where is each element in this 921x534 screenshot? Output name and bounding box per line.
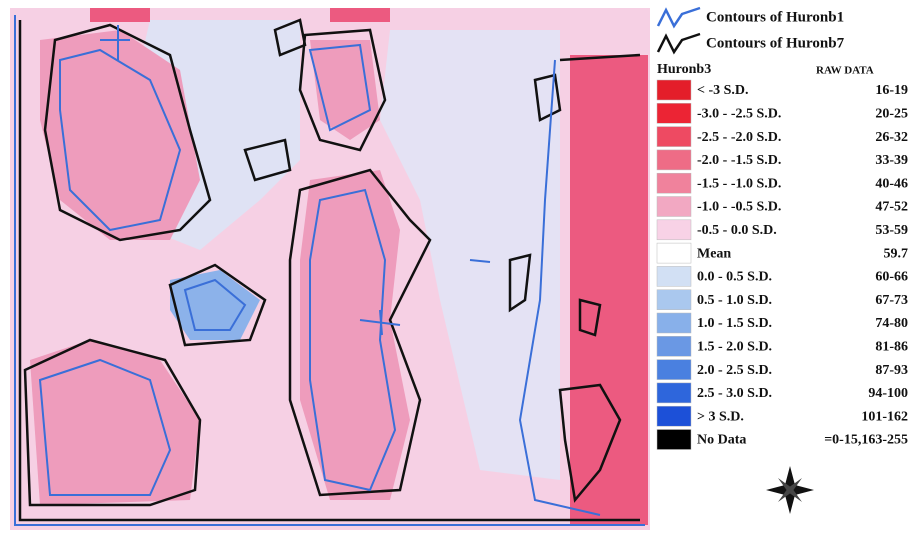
legend-raw: 59.7 xyxy=(884,246,909,261)
legend-label: -2.5 - -2.0 S.D. xyxy=(697,130,781,145)
legend-label: 1.5 - 2.0 S.D. xyxy=(697,340,772,355)
legend-swatch xyxy=(657,127,691,147)
map xyxy=(10,8,650,530)
legend-raw: 87-93 xyxy=(875,363,908,378)
legend-raw: 20-25 xyxy=(875,107,908,122)
legend-label: -1.5 - -1.0 S.D. xyxy=(697,176,781,191)
legend-swatch xyxy=(657,266,691,286)
legend-raw: 16-19 xyxy=(875,83,908,98)
legend-raw: 60-66 xyxy=(875,270,908,285)
legend-label: 1.0 - 1.5 S.D. xyxy=(697,316,772,331)
legend-raw-header: RAW DATA xyxy=(816,65,874,77)
legend-swatch xyxy=(657,103,691,123)
legend-label: < -3 S.D. xyxy=(697,83,749,98)
legend-swatch xyxy=(657,406,691,426)
legend-contour-label: Contours of Huronb7 xyxy=(706,35,845,51)
legend-raw: 53-59 xyxy=(875,223,908,238)
page: Contours of Huronb1 Contours of Huronb7 … xyxy=(0,0,921,534)
legend-raw: 74-80 xyxy=(875,316,908,331)
legend-label: 0.0 - 0.5 S.D. xyxy=(697,270,772,285)
legend-label: 2.0 - 2.5 S.D. xyxy=(697,363,772,378)
map-figure: Contours of Huronb1 Contours of Huronb7 … xyxy=(0,0,921,534)
legend-swatch xyxy=(657,243,691,263)
legend-swatch xyxy=(657,150,691,170)
legend-raw: 40-46 xyxy=(875,176,908,191)
region xyxy=(90,8,150,22)
legend-label: -3.0 - -2.5 S.D. xyxy=(697,107,781,122)
legend-label: > 3 S.D. xyxy=(697,409,744,424)
legend-swatch xyxy=(657,336,691,356)
legend-raw: 47-52 xyxy=(875,200,908,215)
legend-raw: 101-162 xyxy=(861,409,908,424)
legend-raw: 67-73 xyxy=(875,293,908,308)
legend-contour-label: Contours of Huronb1 xyxy=(706,9,844,25)
legend-raw: 81-86 xyxy=(875,340,908,355)
legend-swatch xyxy=(657,430,691,450)
legend-raw: 33-39 xyxy=(875,153,908,168)
legend-swatch xyxy=(657,290,691,310)
legend-raw: =0-15,163-255 xyxy=(824,433,908,448)
legend-title: Huronb3 xyxy=(657,62,711,77)
legend-label: 0.5 - 1.0 S.D. xyxy=(697,293,772,308)
legend-label: -1.0 - -0.5 S.D. xyxy=(697,200,781,215)
legend-swatch xyxy=(657,197,691,217)
legend-swatch xyxy=(657,80,691,100)
contour-swatch-huronb1 xyxy=(658,8,700,26)
region xyxy=(570,55,648,525)
legend-swatch xyxy=(657,173,691,193)
legend-label: -0.5 - 0.0 S.D. xyxy=(697,223,777,238)
legend-swatch xyxy=(657,360,691,380)
legend-swatch xyxy=(657,383,691,403)
compass xyxy=(766,466,814,514)
legend-raw: 94-100 xyxy=(868,386,908,401)
legend-swatch xyxy=(657,220,691,240)
contour-swatch-huronb7 xyxy=(658,34,700,52)
region xyxy=(330,8,390,22)
legend-label: 2.5 - 3.0 S.D. xyxy=(697,386,772,401)
legend-label: Mean xyxy=(697,246,731,261)
legend: Contours of Huronb1 Contours of Huronb7 … xyxy=(657,8,908,450)
legend-swatch xyxy=(657,313,691,333)
legend-label: -2.0 - -1.5 S.D. xyxy=(697,153,781,168)
legend-label: No Data xyxy=(697,433,746,448)
legend-raw: 26-32 xyxy=(875,130,908,145)
